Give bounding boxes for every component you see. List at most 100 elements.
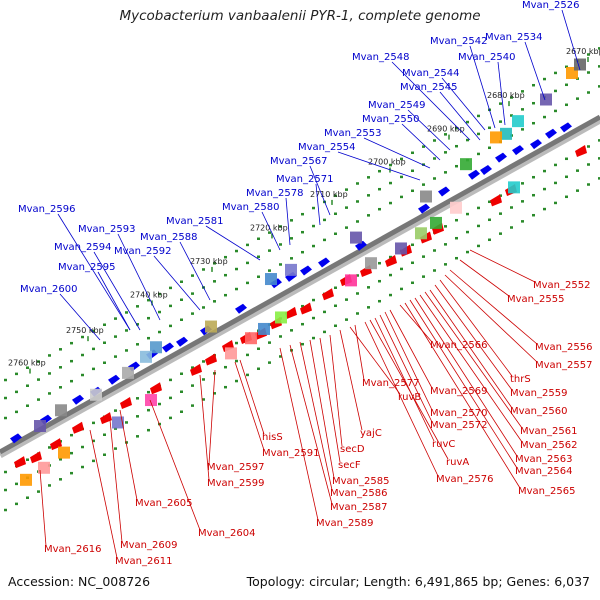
guide-dot bbox=[268, 269, 271, 272]
guide-dot bbox=[587, 183, 590, 186]
gene-label-forward[interactable]: Mvan_2534 bbox=[485, 32, 542, 43]
gene-label-forward[interactable]: Mvan_2545 bbox=[400, 82, 457, 93]
gene-label-forward[interactable]: Mvan_2548 bbox=[352, 52, 409, 63]
gene-label-forward[interactable]: Mvan_2549 bbox=[368, 100, 425, 111]
label-leader-line bbox=[205, 225, 261, 261]
guide-dot bbox=[125, 329, 128, 332]
gene-label-reverse[interactable]: Mvan_2569 bbox=[430, 386, 487, 397]
gene-label-forward[interactable]: Mvan_2550 bbox=[362, 114, 419, 125]
guide-dot bbox=[26, 366, 29, 369]
label-leader-line bbox=[339, 329, 363, 431]
gene-label-reverse[interactable]: Mvan_2616 bbox=[44, 544, 101, 555]
gene-label-reverse[interactable]: Mvan_2605 bbox=[135, 498, 192, 509]
guide-dot bbox=[554, 163, 557, 167]
gene-label-reverse[interactable]: Mvan_2566 bbox=[430, 340, 487, 351]
gene-label-reverse[interactable]: yajC bbox=[360, 428, 382, 439]
gene-label-forward[interactable]: Mvan_2554 bbox=[298, 142, 355, 153]
guide-dot bbox=[378, 207, 381, 211]
gene-label-forward[interactable]: Mvan_2595 bbox=[58, 262, 115, 273]
label-leader-line bbox=[149, 399, 201, 531]
guide-dot bbox=[444, 263, 447, 266]
guide-dot bbox=[158, 330, 161, 334]
guide-dot bbox=[59, 348, 62, 351]
guide-dot bbox=[543, 77, 546, 81]
guide-dot bbox=[279, 225, 282, 228]
gene-label-reverse[interactable]: Mvan_2604 bbox=[198, 528, 255, 539]
label-leader-line bbox=[279, 347, 319, 521]
label-leader-line bbox=[239, 359, 265, 435]
guide-dot bbox=[565, 195, 568, 199]
gene-label-reverse[interactable]: Mvan_2560 bbox=[510, 406, 567, 417]
gene-label-forward[interactable]: Mvan_2542 bbox=[430, 36, 487, 47]
gene-label-reverse[interactable]: hisS bbox=[262, 432, 283, 443]
guide-dot bbox=[103, 433, 106, 436]
guide-dot bbox=[147, 298, 150, 302]
label-leader-line bbox=[389, 309, 433, 389]
gene-label-reverse[interactable]: Mvan_2585 bbox=[332, 476, 389, 487]
gene-label-reverse[interactable]: Mvan_2557 bbox=[535, 360, 592, 371]
gene-label-reverse[interactable]: Mvan_2586 bbox=[330, 488, 387, 499]
gene-label-forward[interactable]: Mvan_2600 bbox=[20, 284, 77, 295]
guide-dot bbox=[224, 255, 227, 259]
gene-label-reverse[interactable]: Mvan_2565 bbox=[518, 486, 575, 497]
guide-dot bbox=[532, 213, 535, 217]
gene-label-forward[interactable]: Mvan_2596 bbox=[18, 204, 75, 215]
gene-label-reverse[interactable]: Mvan_2556 bbox=[535, 342, 592, 353]
guide-dot bbox=[191, 292, 194, 295]
gene-label-reverse[interactable]: Mvan_2576 bbox=[436, 474, 493, 485]
gene-label-forward[interactable]: Mvan_2593 bbox=[78, 224, 135, 235]
gene-label-forward[interactable]: Mvan_2544 bbox=[402, 68, 459, 79]
gene-domain-block bbox=[395, 242, 407, 255]
gene-label-reverse[interactable]: Mvan_2563 bbox=[515, 454, 572, 465]
gene-label-reverse[interactable]: Mvan_2611 bbox=[115, 556, 172, 567]
gene-label-reverse[interactable]: Mvan_2589 bbox=[316, 518, 373, 529]
gene-label-reverse[interactable]: secF bbox=[338, 460, 361, 471]
guide-dot bbox=[92, 439, 95, 443]
guide-dot bbox=[268, 249, 271, 252]
guide-dot bbox=[587, 71, 590, 74]
gene-label-reverse[interactable]: Mvan_2555 bbox=[507, 294, 564, 305]
guide-dot bbox=[26, 496, 29, 499]
guide-dot bbox=[411, 151, 414, 155]
gene-label-reverse[interactable]: Mvan_2597 bbox=[207, 462, 264, 473]
gene-label-forward[interactable]: Mvan_2580 bbox=[222, 202, 279, 213]
gene-label-forward[interactable]: Mvan_2526 bbox=[522, 0, 579, 11]
kbp-tick-label: 2700 kbp bbox=[368, 158, 406, 167]
guide-dot bbox=[257, 237, 260, 241]
gene-label-reverse[interactable]: ruvB bbox=[398, 392, 421, 403]
gene-label-reverse[interactable]: Mvan_2564 bbox=[515, 466, 572, 477]
kbp-tick-label: 2710 kbp bbox=[310, 190, 348, 199]
gene-label-forward[interactable]: Mvan_2578 bbox=[246, 188, 303, 199]
guide-dot bbox=[301, 342, 304, 346]
gene-label-reverse[interactable]: Mvan_2561 bbox=[520, 426, 577, 437]
gene-label-reverse[interactable]: Mvan_2559 bbox=[510, 388, 567, 399]
gene-label-forward[interactable]: Mvan_2553 bbox=[324, 128, 381, 139]
gene-label-reverse[interactable]: ruvC bbox=[432, 439, 455, 450]
gene-label-reverse[interactable]: Mvan_2570 bbox=[430, 408, 487, 419]
guide-dot bbox=[400, 175, 403, 179]
gene-label-reverse[interactable]: Mvan_2562 bbox=[520, 440, 577, 451]
gene-label-reverse[interactable]: Mvan_2599 bbox=[207, 478, 264, 489]
forward-gene-arrow bbox=[108, 374, 120, 385]
guide-dot bbox=[400, 195, 403, 199]
gene-label-reverse[interactable]: Mvan_2587 bbox=[330, 502, 387, 513]
gene-label-forward[interactable]: Mvan_2592 bbox=[114, 246, 171, 257]
gene-label-forward[interactable]: Mvan_2567 bbox=[270, 156, 327, 167]
gene-label-forward[interactable]: Mvan_2594 bbox=[54, 242, 111, 253]
label-leader-line bbox=[337, 151, 421, 181]
guide-dot bbox=[191, 274, 194, 277]
gene-label-reverse[interactable]: ruvA bbox=[446, 457, 469, 468]
gene-label-reverse[interactable]: Mvan_2609 bbox=[120, 540, 177, 551]
gene-label-reverse[interactable]: Mvan_2572 bbox=[430, 420, 487, 431]
gene-label-reverse[interactable]: Mvan_2591 bbox=[262, 448, 319, 459]
gene-label-forward[interactable]: Mvan_2581 bbox=[166, 216, 223, 227]
gene-label-reverse[interactable]: secD bbox=[340, 444, 365, 455]
gene-domain-block bbox=[508, 181, 520, 194]
gene-label-reverse[interactable]: thrS bbox=[510, 374, 531, 385]
guide-dot bbox=[224, 385, 227, 389]
gene-label-reverse[interactable]: Mvan_2577 bbox=[362, 378, 419, 389]
gene-label-forward[interactable]: Mvan_2540 bbox=[458, 52, 515, 63]
gene-label-reverse[interactable]: Mvan_2552 bbox=[533, 280, 590, 291]
gene-label-forward[interactable]: Mvan_2571 bbox=[276, 174, 333, 185]
gene-label-forward[interactable]: Mvan_2588 bbox=[140, 232, 197, 243]
